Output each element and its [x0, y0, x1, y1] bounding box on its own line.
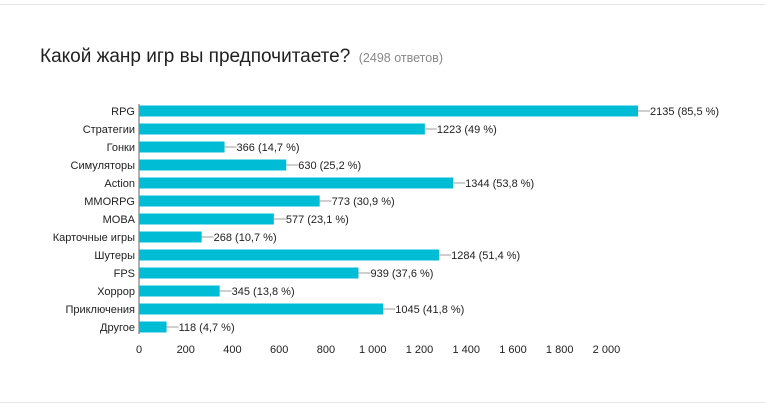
category-label: FPS: [114, 268, 135, 280]
category-label: Гонки: [107, 142, 135, 154]
x-tick-label: 200: [177, 344, 195, 356]
category-label: Приключения: [65, 304, 135, 316]
data-label: 939 (37,6 %): [370, 268, 433, 280]
card-top-border: [0, 4, 765, 5]
bar: [139, 177, 454, 189]
bar: [139, 141, 225, 153]
data-label: 345 (13,8 %): [232, 286, 295, 298]
bar: [139, 267, 359, 279]
x-tick-label: 800: [317, 344, 335, 356]
data-label: 366 (14,7 %): [237, 142, 300, 154]
data-label: 2135 (85,5 %): [650, 106, 719, 118]
bar: [139, 105, 638, 117]
response-count: (2498 ответов): [358, 51, 443, 65]
data-label: 268 (10,7 %): [214, 232, 277, 244]
bar: [139, 249, 440, 261]
bar: [139, 123, 425, 135]
bar: [139, 195, 320, 207]
x-tick-label: 1 400: [452, 344, 480, 356]
data-label: 773 (30,9 %): [332, 196, 395, 208]
category-label: Стратегии: [83, 124, 135, 136]
x-tick-label: 600: [270, 344, 288, 356]
category-label: Карточные игры: [53, 232, 135, 244]
question-title: Какой жанр игр вы предпочитаете?: [40, 46, 351, 67]
bar: [139, 159, 287, 171]
category-label: MMORPG: [84, 196, 135, 208]
data-label: 1284 (51,4 %): [451, 250, 520, 262]
category-label: MOBA: [103, 214, 136, 226]
x-tick-label: 1 200: [406, 344, 434, 356]
question-header: Какой жанр игр вы предпочитаете? (2498 о…: [40, 46, 443, 68]
data-label: 577 (23,1 %): [286, 214, 349, 226]
data-label: 1344 (53,8 %): [465, 178, 534, 190]
category-label: Шутеры: [94, 250, 135, 262]
bar: [139, 285, 220, 297]
data-label: 1223 (49 %): [437, 124, 497, 136]
bar: [139, 213, 274, 225]
card-bottom-border: [0, 402, 765, 403]
category-label: Симуляторы: [71, 160, 136, 172]
category-label: Хоррор: [97, 286, 135, 298]
category-label: RPG: [111, 106, 135, 118]
x-tick-label: 400: [223, 344, 241, 356]
data-label: 1045 (41,8 %): [395, 304, 464, 316]
category-label: Action: [104, 178, 135, 190]
bar: [139, 321, 167, 333]
category-label: Другое: [100, 322, 135, 334]
bar: [139, 231, 202, 243]
x-tick-label: 1 800: [546, 344, 574, 356]
x-tick-label: 2 000: [593, 344, 621, 356]
x-tick-label: 1 000: [359, 344, 387, 356]
x-tick-label: 1 600: [499, 344, 527, 356]
data-label: 118 (4,7 %): [179, 322, 235, 334]
x-tick-label: 0: [136, 344, 142, 356]
bar: [139, 303, 384, 315]
data-label: 630 (25,2 %): [298, 160, 361, 172]
